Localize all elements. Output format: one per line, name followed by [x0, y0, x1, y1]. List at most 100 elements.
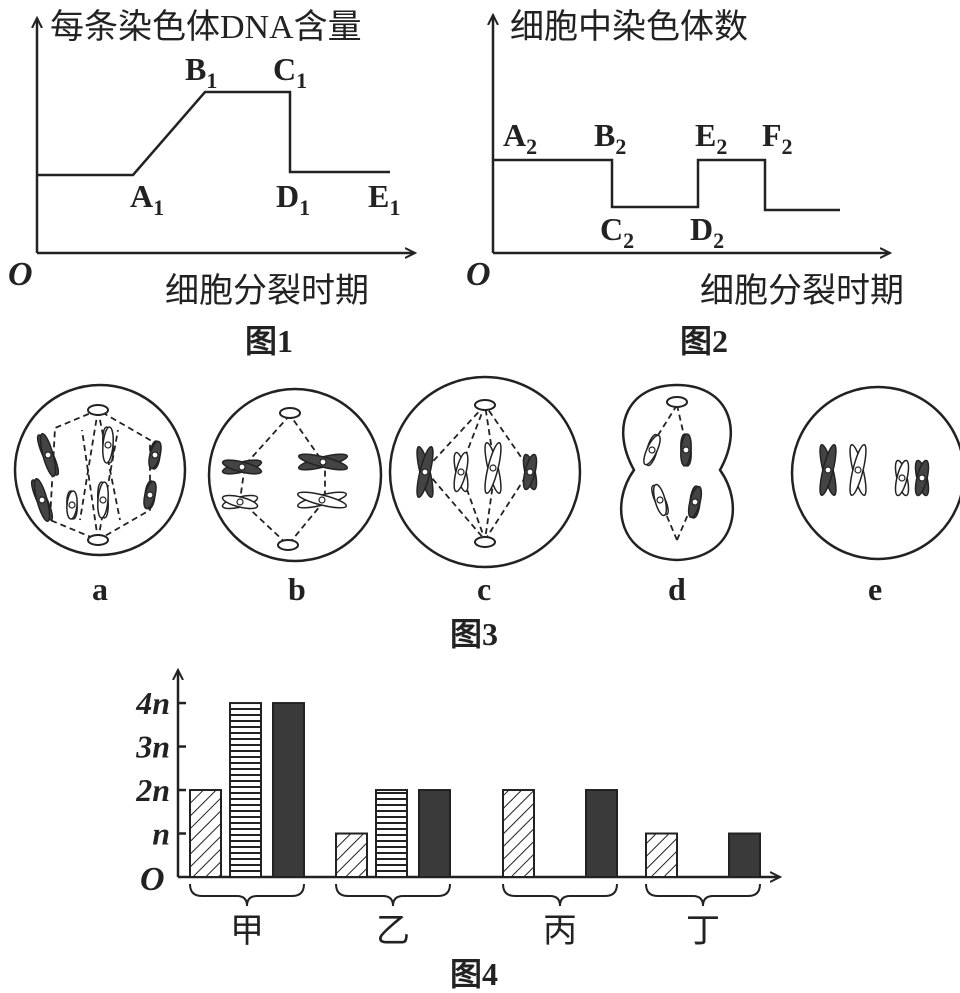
subscript: 2 — [713, 228, 724, 253]
curve — [493, 158, 840, 212]
point-label: E2 — [695, 117, 727, 159]
chromosome — [522, 453, 538, 491]
origin: O — [466, 256, 491, 293]
chromosome — [849, 443, 867, 497]
chromosome — [148, 440, 162, 470]
centromere — [682, 446, 690, 454]
bar — [272, 702, 305, 878]
chromosome — [221, 459, 263, 475]
subscript: 1 — [153, 195, 164, 220]
subscript: 2 — [526, 134, 537, 159]
centromere — [918, 474, 926, 482]
centromere — [824, 466, 832, 474]
caption: 图1 — [245, 323, 293, 359]
bar — [189, 789, 222, 878]
centromere — [238, 463, 246, 471]
x-tick-label: 丙 — [543, 913, 577, 950]
centromere — [104, 441, 112, 449]
chromosome — [819, 443, 837, 497]
y-label: 细胞中染色体数 — [510, 8, 748, 46]
centriole — [277, 539, 299, 551]
cell — [207, 387, 383, 563]
centromere — [898, 474, 906, 482]
letter: A — [503, 117, 526, 153]
centriole — [87, 404, 109, 416]
letter: B — [594, 117, 615, 153]
letter: F — [762, 117, 782, 153]
point-label: B2 — [594, 117, 626, 159]
centromere — [99, 496, 107, 504]
chromosome — [221, 494, 259, 510]
bar — [585, 789, 618, 878]
curve — [37, 90, 390, 177]
chromosome — [102, 426, 114, 464]
subscript: 2 — [782, 134, 793, 159]
cell-label: e — [868, 571, 882, 607]
x-label: 细胞分裂时期 — [165, 272, 369, 310]
subscript: 1 — [206, 68, 217, 93]
centromere — [319, 458, 327, 466]
letter: B — [185, 51, 206, 87]
subscript: 2 — [623, 228, 634, 253]
chromosome — [651, 483, 669, 517]
bar — [728, 832, 761, 879]
chromosome — [687, 485, 703, 519]
brace — [189, 883, 305, 907]
centromere — [236, 498, 244, 506]
y-label: 每条染色体DNA含量 — [50, 8, 362, 46]
centromere — [526, 468, 534, 476]
centromere — [457, 468, 465, 476]
chromosome — [297, 453, 349, 471]
y-tick-label: n — [152, 816, 170, 852]
subscript: 1 — [389, 195, 400, 220]
figure-3: a b c d e 图3 — [13, 375, 960, 652]
centromere — [38, 496, 46, 504]
bar — [335, 832, 368, 879]
letter: D — [276, 178, 299, 214]
subscript: 1 — [299, 195, 310, 220]
letter: A — [130, 178, 153, 214]
centriole — [666, 396, 688, 408]
centriole — [474, 399, 496, 411]
subscript: 1 — [296, 68, 307, 93]
point-label: C2 — [600, 211, 634, 253]
x-tick-label: 乙 — [376, 913, 410, 950]
centromere — [691, 498, 699, 506]
cell — [388, 375, 582, 569]
letter: D — [690, 211, 713, 247]
point-label: A1 — [130, 178, 164, 220]
y-tick-label: 2n — [135, 772, 170, 808]
x-tick-label: 甲 — [230, 913, 264, 950]
centromere — [489, 464, 497, 472]
brace — [502, 883, 618, 907]
figure-4: O 图4 n 2n 3n 4n 甲 乙 丙 丁 — [135, 670, 780, 992]
centromere — [318, 496, 326, 504]
centromere — [656, 496, 664, 504]
subscript: 2 — [716, 134, 727, 159]
point-label: F2 — [762, 117, 793, 159]
letter: E — [695, 117, 716, 153]
y-tick-label: 3n — [135, 729, 170, 765]
centromere — [648, 446, 656, 454]
centriole — [279, 407, 301, 419]
origin: O — [8, 256, 33, 293]
bar — [502, 789, 535, 878]
chromosome — [453, 451, 469, 493]
origin: O — [140, 861, 165, 898]
letter: C — [273, 51, 296, 87]
point-label: D2 — [690, 211, 724, 253]
chromosome — [914, 459, 930, 497]
chromosome — [296, 491, 348, 509]
y-tick-label: 4n — [135, 685, 170, 721]
centromere — [146, 491, 154, 499]
point-label: E1 — [368, 178, 400, 220]
brace — [645, 883, 761, 907]
bar — [229, 702, 262, 878]
point-label: C1 — [273, 51, 307, 93]
bar — [375, 789, 408, 878]
brace — [335, 883, 451, 907]
cell-label: b — [288, 571, 306, 607]
caption: 图3 — [450, 616, 498, 652]
chromosome — [66, 490, 78, 520]
chromosome — [643, 433, 661, 467]
